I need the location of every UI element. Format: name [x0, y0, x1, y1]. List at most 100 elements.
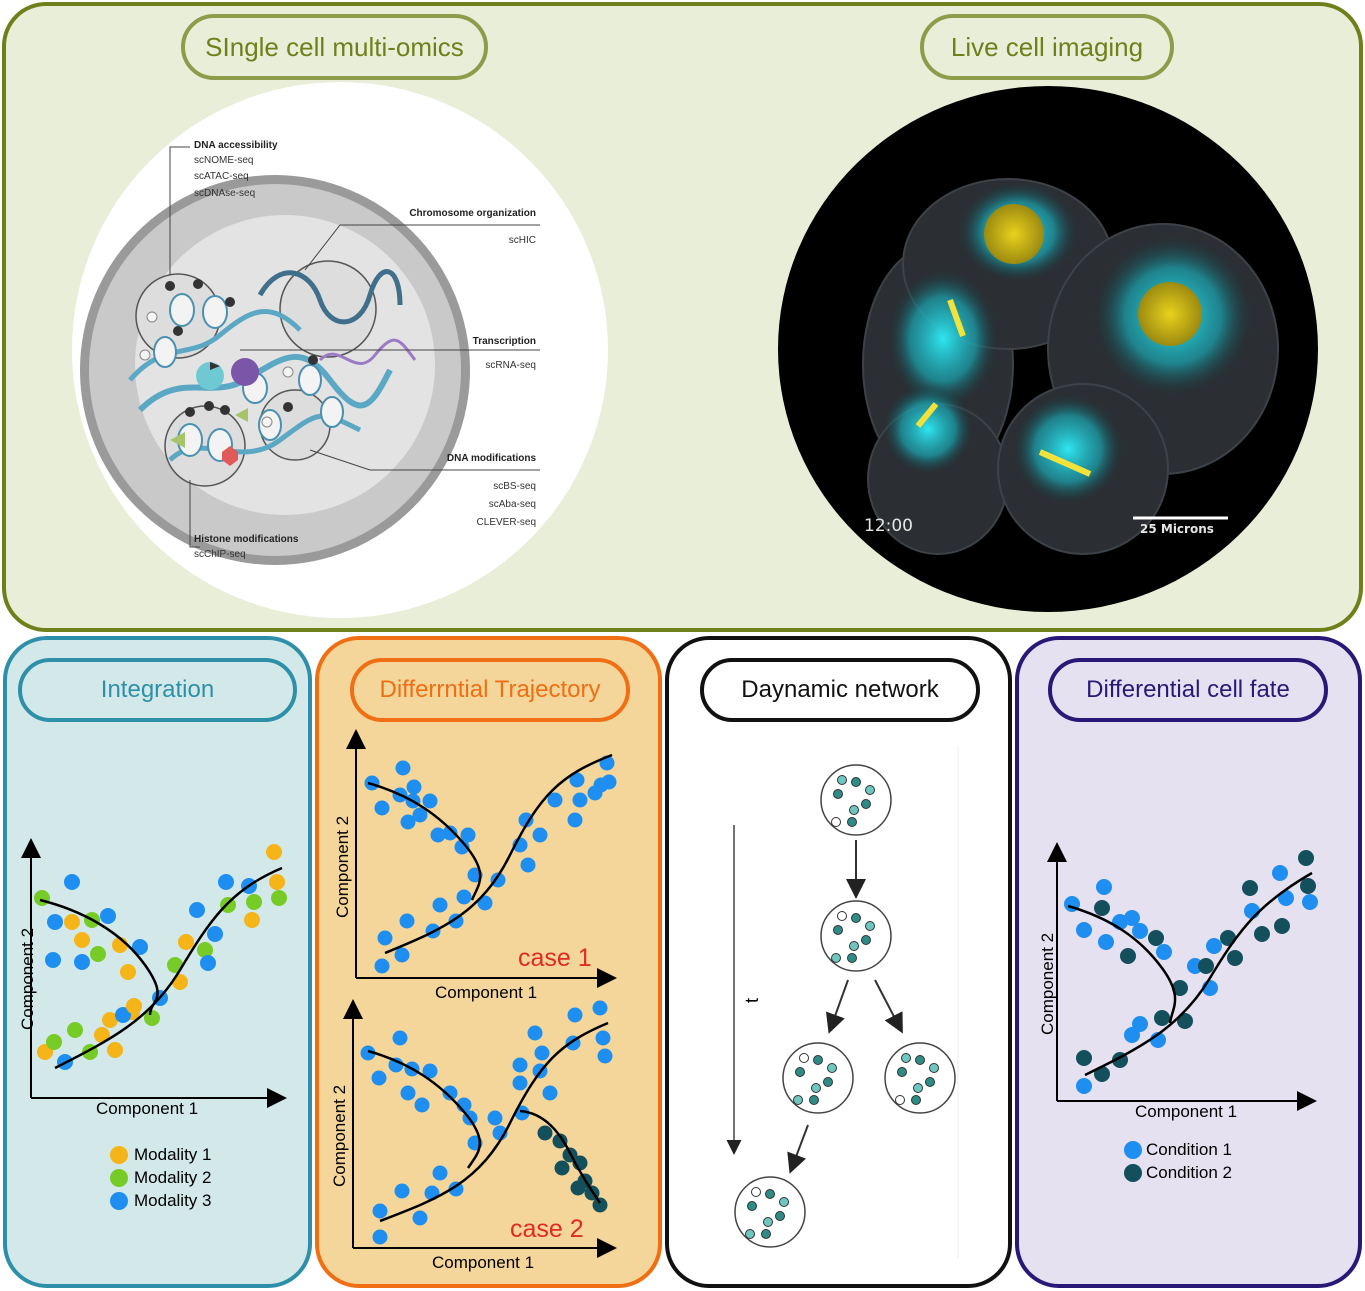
integration-point	[132, 939, 148, 955]
method-scnome-seq: scNOME-seq	[194, 155, 254, 166]
integration-point	[189, 902, 205, 918]
network-state-2-node	[831, 953, 841, 963]
method-scatac-seq: scATAC-seq	[194, 171, 249, 182]
integration-panel	[3, 636, 312, 1288]
cellfate-point	[1132, 1016, 1148, 1032]
trajectory-case1-point	[412, 807, 428, 823]
trajectory-case2-point	[592, 1197, 608, 1213]
trajectory-case1-point	[442, 825, 458, 841]
method-schic: scHIC	[508, 235, 536, 246]
network-state-3-node	[811, 1083, 821, 1093]
integration-point	[45, 952, 61, 968]
network-state-2-node	[861, 935, 871, 945]
integration-point	[64, 874, 80, 890]
integration-point	[244, 912, 260, 928]
trajectory-case2-point	[512, 1057, 528, 1073]
trajectory-case2-point	[422, 1063, 438, 1079]
network-state-5-node	[763, 1217, 773, 1227]
integration-point	[64, 914, 80, 930]
cellfate-point	[1300, 878, 1316, 894]
network-state-4-node	[913, 1083, 923, 1093]
cellfate-legend: Condition 1 Condition 2	[1124, 1138, 1232, 1184]
trajectory-case2-point	[442, 1085, 458, 1101]
trajectory-case1-point	[430, 827, 446, 843]
integration-scatter-plot	[21, 838, 287, 1108]
trajectory-case2-xlabel: Component 1	[432, 1253, 535, 1272]
legend-label-condition-1: Condition 1	[1146, 1139, 1233, 1159]
network-state-1-node	[847, 817, 857, 827]
trajectory-case2-point	[394, 1183, 410, 1199]
trajectory-case2-point	[448, 1181, 464, 1197]
trajectory-case2-point	[552, 1133, 568, 1149]
network-state-3-node	[795, 1067, 805, 1077]
integration-point	[144, 1010, 160, 1026]
network-state-3-node	[823, 1077, 833, 1087]
trajectory-case1-point	[406, 779, 422, 795]
trajectory-case1-point	[395, 760, 411, 776]
method-scaba-seq: scAba-seq	[488, 499, 536, 510]
network-state-5-node	[751, 1187, 761, 1197]
network-state-4-node	[925, 1077, 935, 1087]
network-state-3-node	[793, 1095, 803, 1105]
dynamic-network-diagram	[726, 745, 959, 1258]
label-chromosome-organization: Chromosome organization	[409, 208, 536, 219]
trajectory-case2-point	[412, 1210, 428, 1226]
cellfate-point	[1272, 865, 1288, 881]
integration-point	[120, 964, 136, 980]
label-dna-accessibility: DNA accessibility	[194, 140, 278, 151]
trajectory-case1-label: case 1	[518, 944, 592, 972]
title-differential-trajectory: Differrntial Trajectory	[350, 658, 630, 722]
network-state-2-node	[865, 921, 875, 931]
network-state-1-node	[861, 799, 871, 809]
trajectory-case2-point	[360, 1045, 376, 1061]
trajectory-case1-ylabel: Component 2	[333, 815, 352, 918]
trajectory-case2-point	[371, 1070, 387, 1086]
cellfate-point	[1132, 923, 1148, 939]
title-live-cell-imaging: Live cell imaging	[920, 14, 1174, 80]
network-state-5-node	[775, 1211, 785, 1221]
network-state-1-node	[865, 785, 875, 795]
trajectory-case1-point	[567, 812, 583, 828]
trajectory-case1-point	[454, 839, 470, 855]
integration-point	[218, 874, 234, 890]
method-scrna-seq: scRNA-seq	[485, 360, 536, 371]
trajectory-case2-point	[388, 1057, 404, 1073]
trajectory-case2-point	[414, 1097, 430, 1113]
trajectory-case1-point	[374, 958, 390, 974]
trajectory-case2-point	[537, 1125, 553, 1141]
integration-point	[74, 932, 90, 948]
trajectory-case1-point	[518, 812, 534, 828]
label-dna-modifications: DNA modifications	[446, 453, 536, 464]
integration-legend: Modality 1 Modality 2 Modality 3	[110, 1143, 211, 1212]
microscopy-timestamp: 12:00	[864, 516, 913, 536]
trajectory-case1-point	[490, 872, 506, 888]
trajectory-case1-plot	[346, 729, 617, 988]
trajectory-case2-point	[567, 1007, 583, 1023]
network-state-2-node	[851, 913, 861, 923]
network-state-1-node	[831, 817, 841, 827]
trajectory-case2-point	[542, 1085, 558, 1101]
trajectory-panel	[315, 636, 662, 1288]
integration-point	[167, 957, 183, 973]
integration-point	[246, 894, 262, 910]
title-differential-cell-fate: Differential cell fate	[1048, 658, 1328, 722]
integration-point	[266, 844, 282, 860]
cellfate-point	[1227, 950, 1243, 966]
network-state-2-node	[837, 911, 847, 921]
cellfate-point	[1302, 894, 1318, 910]
cellfate-point	[1177, 1013, 1193, 1029]
integration-point	[200, 955, 216, 971]
cellfate-xlabel: Component 1	[1135, 1102, 1238, 1121]
trajectory-case1-point	[399, 913, 415, 929]
trajectory-case2-point	[392, 1030, 408, 1046]
trajectory-case1-point	[601, 774, 617, 790]
integration-point	[197, 942, 213, 958]
network-state-2-node	[849, 941, 859, 951]
cellfate-point	[1278, 890, 1294, 906]
network-state-4-node	[929, 1063, 939, 1073]
network-state-1-node	[837, 775, 847, 785]
network-state-2-node	[847, 953, 857, 963]
integration-point	[178, 934, 194, 950]
trajectory-case2-plot	[343, 999, 617, 1258]
trajectory-case1-point	[377, 930, 393, 946]
